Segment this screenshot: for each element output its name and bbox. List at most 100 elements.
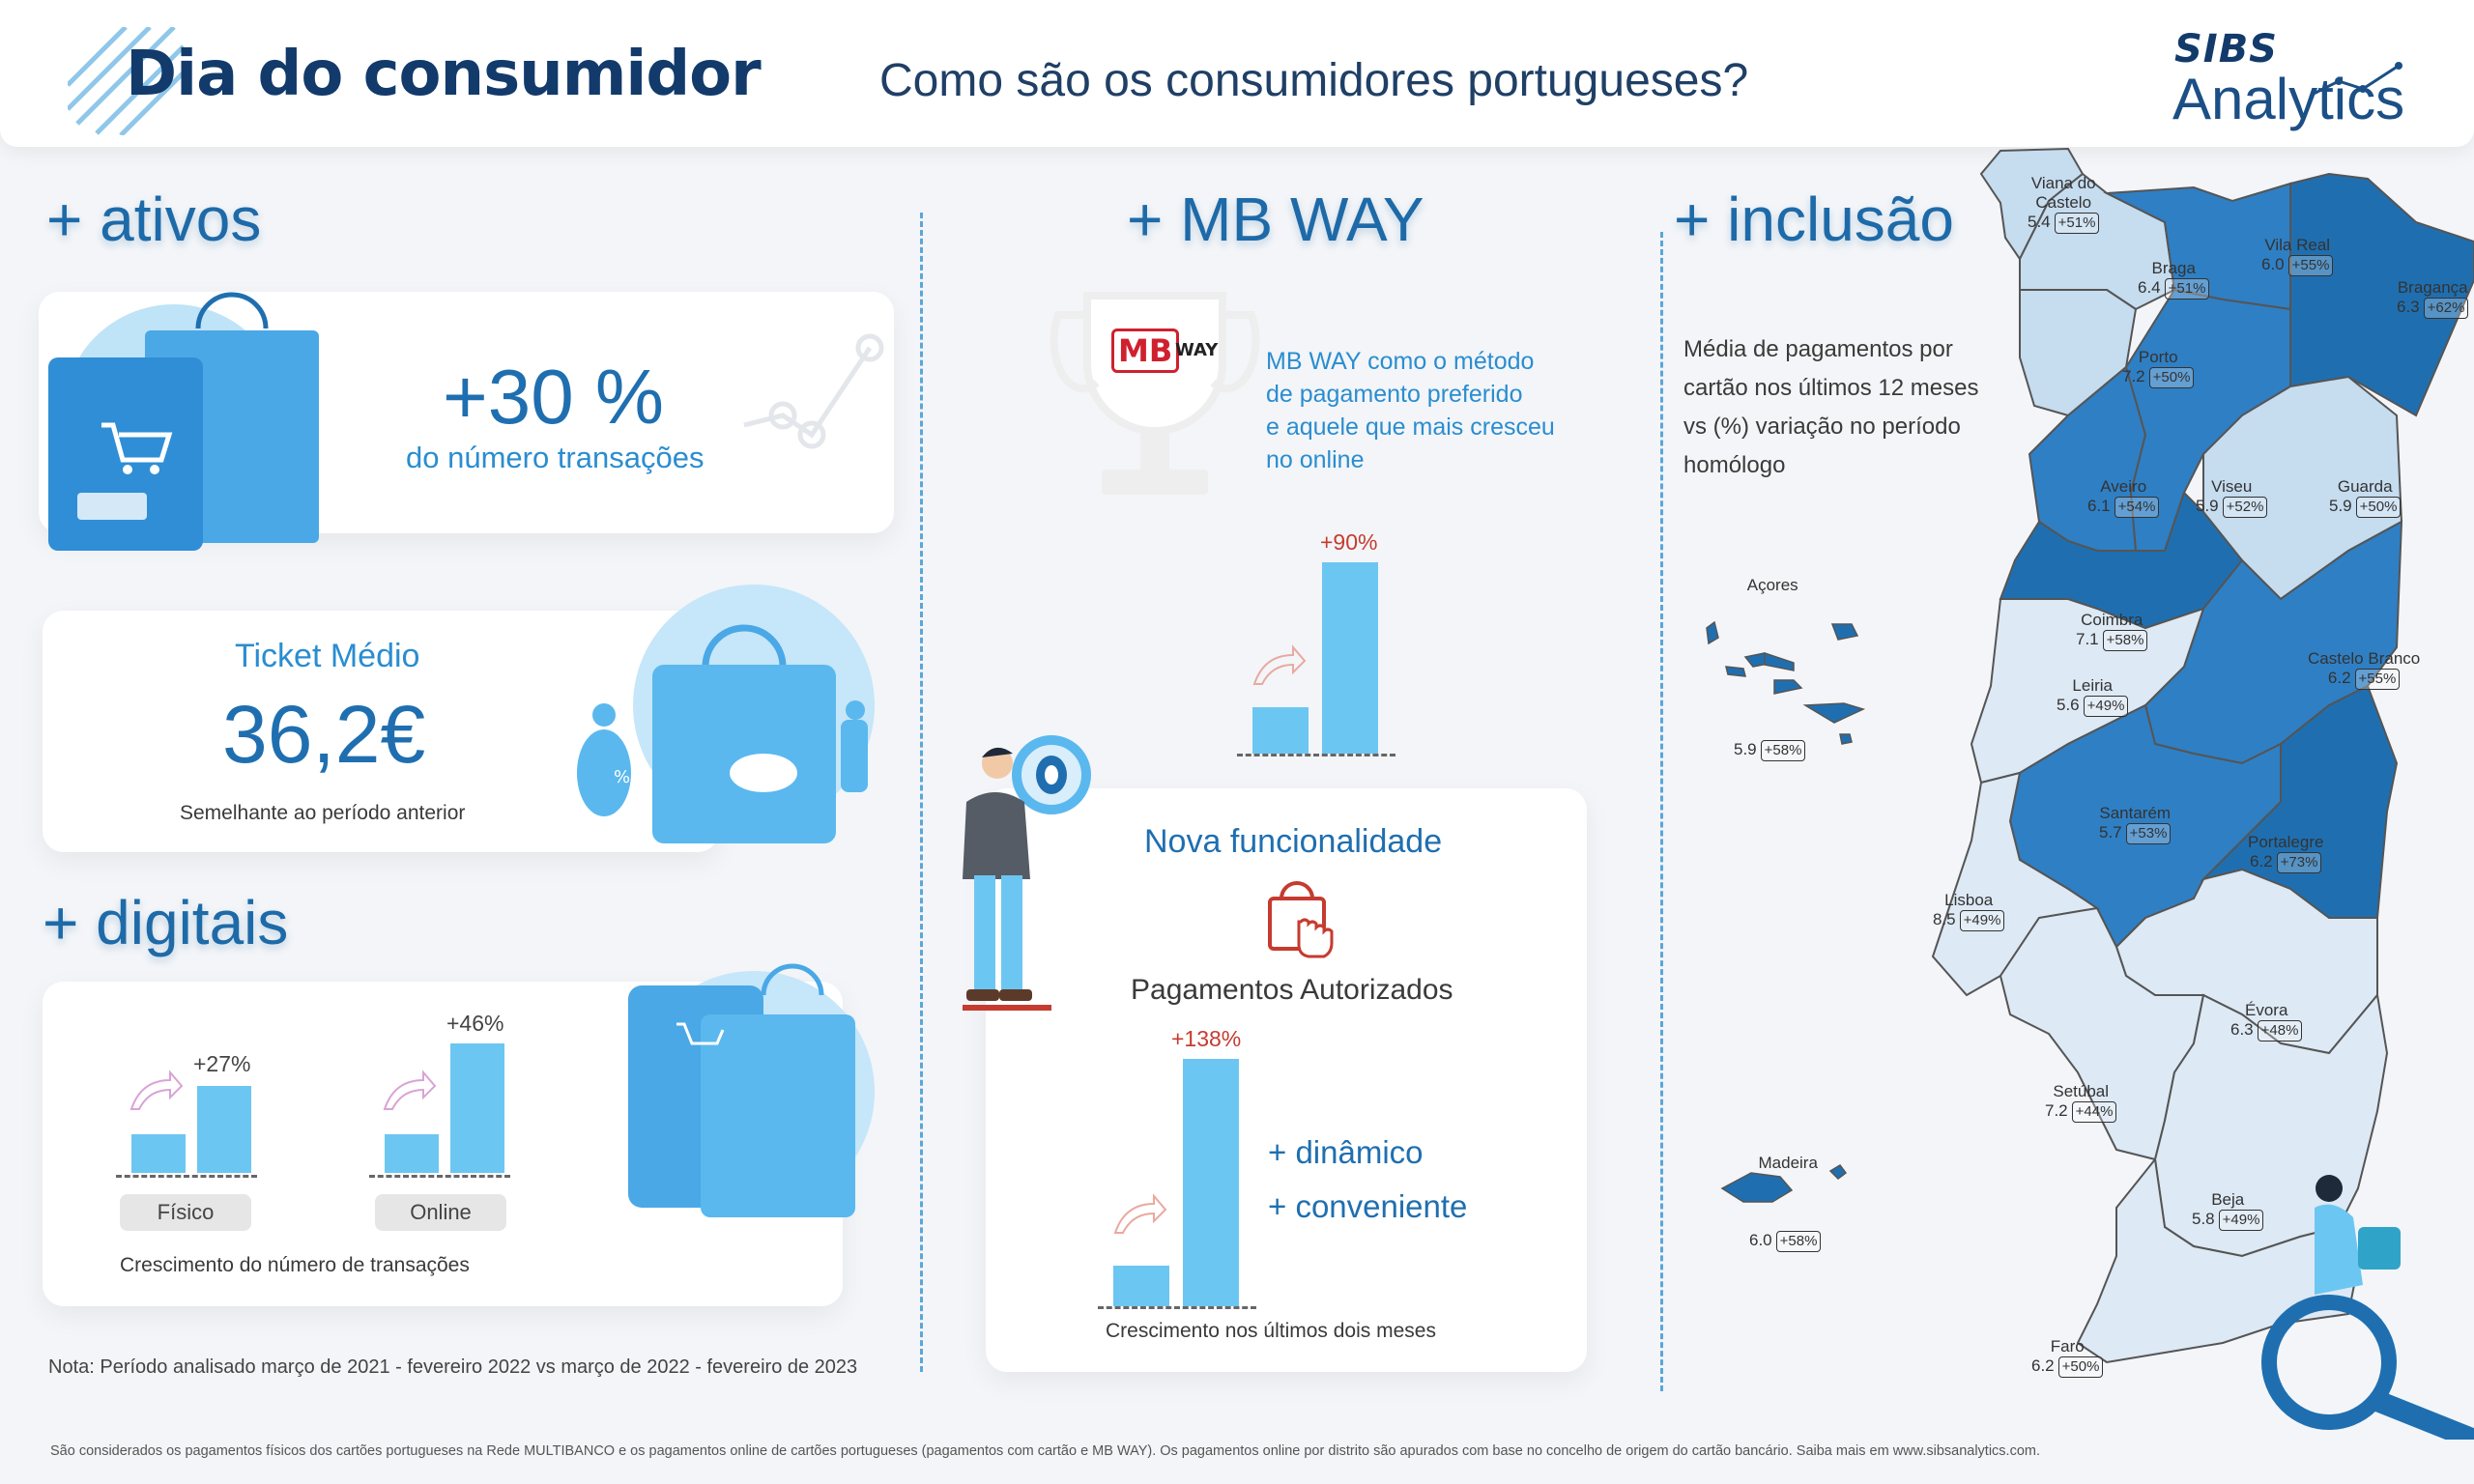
district-label: Porto 7.2 +50%: [2122, 348, 2195, 388]
district-name: Açores: [1746, 576, 1798, 594]
online-bar-before: [385, 1134, 439, 1173]
inclusao-line-1: Média de pagamentos por: [1683, 336, 1953, 362]
district-value: 7.2: [2122, 367, 2145, 385]
nova-bullet-2: + conveniente: [1268, 1188, 1468, 1224]
ticket-note: Semelhante ao período anterior: [180, 802, 466, 824]
mbway-bar-after: [1322, 562, 1378, 754]
footer-disclaimer: São considerados os pagamentos físicos d…: [50, 1443, 2040, 1459]
district-label: Beja 5.8 +49%: [2192, 1190, 2264, 1231]
mbway-baseline: [1237, 754, 1395, 756]
district-change: +58%: [1775, 1231, 1822, 1252]
district-name: Lisboa: [1944, 891, 1994, 909]
district-change: +55%: [2354, 669, 2401, 690]
fisico-growth: +27%: [193, 1051, 251, 1076]
district-name: Setúbal: [2053, 1082, 2110, 1100]
district-label: Faro 6.2 +50%: [2031, 1337, 2104, 1378]
district-value: 7.2: [2045, 1101, 2068, 1120]
district-label: Leiria 5.6 +49%: [2057, 676, 2129, 717]
district-value: 6.3: [2397, 298, 2420, 316]
district-label: Aveiro 6.1 +54%: [2087, 477, 2160, 518]
online-bar-after: [450, 1043, 504, 1173]
district-change: +48%: [2257, 1020, 2303, 1042]
fisico-baseline: [116, 1175, 257, 1178]
district-name: Portalegre: [2248, 833, 2324, 851]
district-value: 5.9: [2196, 497, 2219, 515]
acores-islands-map: [1706, 620, 1866, 745]
svg-text:%: %: [614, 767, 630, 787]
district-change: +58%: [2102, 630, 2148, 651]
sibs-analytics-logo[interactable]: SIBS Analytics: [2165, 27, 2416, 133]
ticket-value: 36,2€: [222, 689, 426, 780]
nova-caption: Crescimento nos últimos dois meses: [1106, 1320, 1436, 1342]
inclusao-line-4: homólogo: [1683, 452, 1786, 478]
nova-growth: +138%: [1171, 1026, 1242, 1051]
phone-shopping-icon: [628, 963, 875, 1217]
district-change: +73%: [2276, 852, 2322, 873]
section-title-mbway: + MB WAY: [1127, 185, 1424, 254]
trend-arrow-icon: [1113, 1193, 1167, 1234]
district-label: Madeira 6.0 +58%: [1749, 1154, 1822, 1252]
district-change: +49%: [1959, 910, 2005, 931]
decorative-stripes-icon: [68, 27, 184, 135]
district-label: Coimbra 7.1 +58%: [2076, 611, 2148, 651]
district-name: Castelo Branco: [2308, 649, 2421, 668]
column-divider-left: [920, 213, 923, 1372]
district-change: +62%: [2423, 298, 2469, 319]
district-change: +51%: [2054, 213, 2100, 234]
fisico-label: Físico: [120, 1194, 251, 1231]
ativos-caption: do número transações: [406, 441, 705, 474]
mbway-logo: MB WAY: [1111, 328, 1218, 377]
madeira-island-map: [1720, 1164, 1848, 1203]
online-growth: +46%: [446, 1011, 504, 1036]
digitais-caption: Crescimento do número de transações: [120, 1254, 470, 1276]
district-value: 6.2: [2031, 1356, 2055, 1375]
district-name: Aveiro: [2100, 477, 2147, 496]
district-value: 6.4: [2138, 278, 2161, 297]
trend-line-icon: [743, 333, 884, 449]
portugal-district-map: [1931, 147, 2474, 1440]
inclusao-line-2: cartão nos últimos 12 meses: [1683, 375, 1979, 401]
district-value: 6.3: [2230, 1020, 2254, 1039]
district-value: 5.4: [2028, 213, 2051, 231]
district-value: 5.7: [2099, 823, 2122, 842]
nova-bar-before: [1113, 1266, 1169, 1306]
mbway-line-4: no online: [1266, 446, 1365, 473]
logo-product: Analytics: [2172, 67, 2405, 131]
shopping-bag-hand-icon: [1268, 881, 1334, 958]
district-change: +49%: [2218, 1210, 2264, 1231]
district-change: +50%: [2148, 367, 2195, 388]
district-name: Vila Real: [2264, 236, 2331, 254]
district-label: Évora 6.3 +48%: [2230, 1001, 2303, 1042]
district-change: +58%: [1760, 740, 1806, 761]
district-name: Faro: [2050, 1337, 2085, 1356]
district-label: Guarda 5.9 +50%: [2329, 477, 2402, 518]
fisico-bar-after: [197, 1086, 251, 1173]
district-change: +49%: [2083, 696, 2129, 717]
online-baseline: [369, 1175, 510, 1178]
district-name: Guarda: [2337, 477, 2393, 496]
section-title-inclusao: + inclusão: [1674, 185, 1954, 254]
district-name: Viseu: [2211, 477, 2253, 496]
district-label: Viana do Castelo 5.4 +51%: [2028, 174, 2100, 234]
district-name: Beja: [2211, 1190, 2245, 1209]
district-value: 5.6: [2057, 696, 2080, 714]
district-label: Santarém 5.7 +53%: [2099, 804, 2172, 844]
district-name: Évora: [2245, 1001, 2288, 1019]
ticket-label: Ticket Médio: [235, 638, 420, 674]
district-value: 6.0: [2261, 255, 2285, 273]
district-value: 7.1: [2076, 630, 2099, 648]
district-change: +54%: [2114, 497, 2160, 518]
district-value: 5.9: [2329, 497, 2352, 515]
district-change: +50%: [2057, 1356, 2104, 1378]
district-name: Viana do Castelo: [2030, 174, 2096, 212]
district-name: Leiria: [2072, 676, 2114, 695]
district-label: Setúbal 7.2 +44%: [2045, 1082, 2117, 1123]
district-value: 6.2: [2250, 852, 2273, 870]
trend-arrow-icon: [129, 1070, 184, 1110]
district-name: Porto: [2138, 348, 2178, 366]
trophy-icon: [1050, 292, 1260, 495]
nova-subtitle: Pagamentos Autorizados: [1131, 974, 1453, 1006]
district-label: Castelo Branco 6.2 +55%: [2308, 649, 2420, 690]
mbway-logo-mb: MB: [1111, 328, 1180, 373]
mbway-bar-before: [1252, 707, 1309, 754]
